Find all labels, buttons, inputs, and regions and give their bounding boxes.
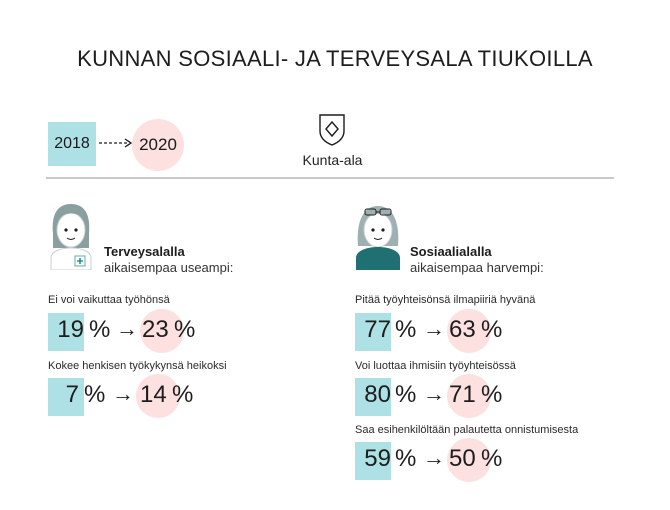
health-item-label: Kokee henkisen työkykynsä heikoksi bbox=[48, 360, 227, 372]
year-to-badge: 2020 bbox=[132, 119, 184, 171]
new-unit: % bbox=[481, 381, 503, 408]
new-unit: % bbox=[174, 316, 196, 343]
new-unit: % bbox=[172, 381, 194, 408]
old-value: 80 bbox=[364, 381, 391, 408]
social-item-label: Pitää työyhteisönsä ilmapiiriä hyvänä bbox=[355, 294, 536, 306]
old-value-box bbox=[48, 313, 84, 351]
old-unit: % bbox=[84, 381, 106, 408]
social-item-row: 80 % → 71 % bbox=[355, 374, 535, 418]
nurse-avatar-icon bbox=[50, 204, 92, 270]
arrow-icon: → bbox=[423, 316, 445, 341]
new-value: 14 bbox=[140, 381, 167, 408]
municipal-crest-icon bbox=[319, 114, 345, 146]
old-unit: % bbox=[395, 316, 417, 343]
sector-label: Kunta-ala bbox=[302, 152, 363, 168]
health-group-subtitle: aikaisempaa useampi: bbox=[104, 260, 234, 275]
health-group-title: Terveysalalla bbox=[104, 244, 185, 259]
new-value-circle bbox=[447, 438, 491, 482]
health-item-row: 19 % → 23 % bbox=[48, 309, 228, 353]
new-value-circle bbox=[140, 309, 184, 353]
new-value: 63 bbox=[449, 316, 476, 343]
old-value: 7 bbox=[65, 381, 79, 408]
social-worker-avatar-icon bbox=[356, 206, 400, 270]
old-unit: % bbox=[395, 445, 417, 472]
old-value: 77 bbox=[364, 316, 391, 343]
old-value-box bbox=[355, 313, 391, 351]
old-unit: % bbox=[89, 316, 111, 343]
page-title: KUNNAN SOSIAALI- JA TERVEYSALA TIUKOILLA bbox=[77, 46, 593, 71]
new-value-circle bbox=[447, 374, 491, 418]
old-value-box bbox=[355, 442, 391, 480]
new-value: 23 bbox=[142, 316, 169, 343]
arrow-icon: → bbox=[423, 381, 445, 406]
old-value: 59 bbox=[364, 445, 391, 472]
old-value: 19 bbox=[57, 316, 84, 343]
social-item-row: 59 % → 50 % bbox=[355, 438, 535, 482]
new-value-circle bbox=[136, 374, 180, 418]
social-group-title: Sosiaalialalla bbox=[410, 244, 492, 259]
divider bbox=[46, 177, 614, 179]
social-group-subtitle: aikaisempaa harvempi: bbox=[410, 260, 544, 275]
social-item-label: Saa esihenkilöltään palautetta onnistumi… bbox=[355, 424, 579, 436]
arrow-icon: → bbox=[112, 381, 134, 406]
health-item-row: 7 % → 14 % bbox=[48, 374, 228, 418]
new-value: 71 bbox=[449, 381, 476, 408]
dashed-arrow-icon bbox=[99, 138, 133, 148]
new-unit: % bbox=[481, 445, 503, 472]
arrow-icon: → bbox=[116, 316, 138, 341]
old-value-box bbox=[355, 378, 391, 416]
health-item-label: Ei voi vaikuttaa työhönsä bbox=[48, 294, 170, 306]
year-from-badge: 2018 bbox=[48, 122, 96, 166]
arrow-icon: → bbox=[423, 445, 445, 470]
social-item-label: Voi luottaa ihmisiin työyhteisössä bbox=[355, 360, 516, 372]
old-unit: % bbox=[395, 381, 417, 408]
old-value-box bbox=[48, 378, 84, 416]
new-unit: % bbox=[481, 316, 503, 343]
new-value: 50 bbox=[449, 445, 476, 472]
new-value-circle bbox=[447, 309, 491, 353]
social-item-row: 77 % → 63 % bbox=[355, 309, 535, 353]
